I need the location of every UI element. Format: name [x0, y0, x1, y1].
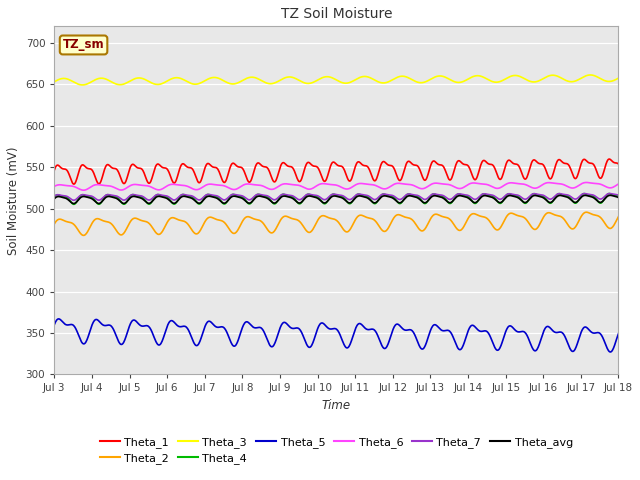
Theta_4	[300, 197, 307, 203]
Theta_7	[70, 197, 78, 203]
Theta_7	[51, 193, 58, 199]
Theta_1	[70, 181, 78, 187]
Theta_5	[491, 345, 499, 350]
Theta_avg	[300, 197, 307, 203]
Theta_3	[438, 73, 446, 79]
Theta_6	[51, 183, 58, 189]
Theta_4	[605, 191, 613, 196]
Theta_5	[438, 328, 446, 334]
Theta_1	[279, 160, 287, 166]
Theta_2	[279, 214, 287, 220]
Theta_avg	[438, 195, 446, 201]
Theta_7	[614, 192, 622, 198]
Theta_5	[501, 331, 509, 336]
Title: TZ Soil Moisture: TZ Soil Moisture	[280, 7, 392, 21]
Theta_6	[501, 182, 509, 188]
Theta_4	[614, 193, 622, 199]
Theta_4	[70, 202, 78, 207]
Theta_3	[300, 80, 307, 85]
Theta_avg	[70, 201, 77, 206]
Line: Theta_1: Theta_1	[54, 159, 618, 184]
Theta_4	[438, 193, 446, 199]
Theta_7	[605, 191, 613, 196]
Y-axis label: Soil Moisture (mV): Soil Moisture (mV)	[7, 146, 20, 254]
Theta_3	[51, 79, 58, 84]
Theta_5	[614, 331, 622, 336]
Theta_7	[491, 193, 499, 199]
Text: TZ_sm: TZ_sm	[63, 38, 104, 51]
Theta_1	[614, 161, 622, 167]
Theta_avg	[491, 196, 499, 202]
Theta_2	[51, 221, 58, 227]
Theta_6	[582, 180, 590, 185]
Theta_4	[279, 192, 287, 197]
Theta_2	[109, 222, 116, 228]
Theta_7	[109, 192, 116, 198]
Theta_5	[109, 325, 116, 331]
Theta_4	[51, 194, 58, 200]
Theta_1	[51, 168, 58, 173]
Theta_avg	[614, 195, 622, 201]
Theta_avg	[279, 193, 287, 199]
Theta_3	[501, 76, 509, 82]
Theta_avg	[109, 194, 116, 200]
Theta_2	[501, 216, 509, 222]
Theta_2	[491, 226, 499, 231]
Theta_1	[605, 156, 613, 162]
Theta_6	[300, 184, 307, 190]
Theta_1	[109, 165, 116, 171]
Theta_3	[586, 72, 594, 78]
Theta_4	[491, 195, 499, 201]
Theta_5	[279, 320, 287, 326]
Theta_7	[501, 193, 509, 199]
Theta_2	[614, 214, 622, 219]
Theta_1	[491, 166, 499, 171]
Theta_2	[300, 224, 307, 229]
Theta_2	[582, 209, 590, 215]
Theta_6	[279, 181, 287, 187]
Theta_4	[501, 194, 509, 200]
Line: Theta_4: Theta_4	[54, 193, 618, 204]
Line: Theta_7: Theta_7	[54, 193, 618, 200]
Theta_6	[614, 181, 622, 187]
Theta_2	[80, 232, 88, 238]
Line: Theta_avg: Theta_avg	[54, 195, 618, 204]
Theta_3	[79, 82, 86, 88]
Theta_1	[300, 170, 307, 176]
X-axis label: Time: Time	[322, 399, 351, 412]
Line: Theta_2: Theta_2	[54, 212, 618, 235]
Theta_avg	[606, 192, 614, 198]
Theta_3	[109, 80, 116, 85]
Theta_5	[607, 349, 614, 355]
Theta_7	[279, 192, 287, 197]
Theta_2	[438, 214, 446, 219]
Theta_1	[438, 163, 446, 168]
Theta_avg	[51, 196, 58, 202]
Theta_3	[614, 75, 622, 81]
Line: Theta_5: Theta_5	[54, 319, 618, 352]
Theta_3	[279, 76, 287, 82]
Theta_4	[109, 193, 116, 199]
Theta_5	[300, 334, 307, 339]
Line: Theta_3: Theta_3	[54, 75, 618, 85]
Theta_7	[438, 192, 446, 198]
Theta_7	[300, 194, 307, 200]
Theta_6	[80, 187, 88, 193]
Theta_3	[491, 79, 499, 85]
Theta_5	[55, 316, 63, 322]
Legend: Theta_1, Theta_2, Theta_3, Theta_4, Theta_5, Theta_6, Theta_7, Theta_avg: Theta_1, Theta_2, Theta_3, Theta_4, Thet…	[95, 432, 577, 468]
Theta_1	[501, 165, 509, 170]
Theta_6	[109, 184, 116, 190]
Line: Theta_6: Theta_6	[54, 182, 618, 190]
Theta_6	[438, 181, 446, 187]
Theta_avg	[501, 196, 509, 202]
Theta_5	[51, 322, 58, 328]
Theta_6	[491, 185, 499, 191]
